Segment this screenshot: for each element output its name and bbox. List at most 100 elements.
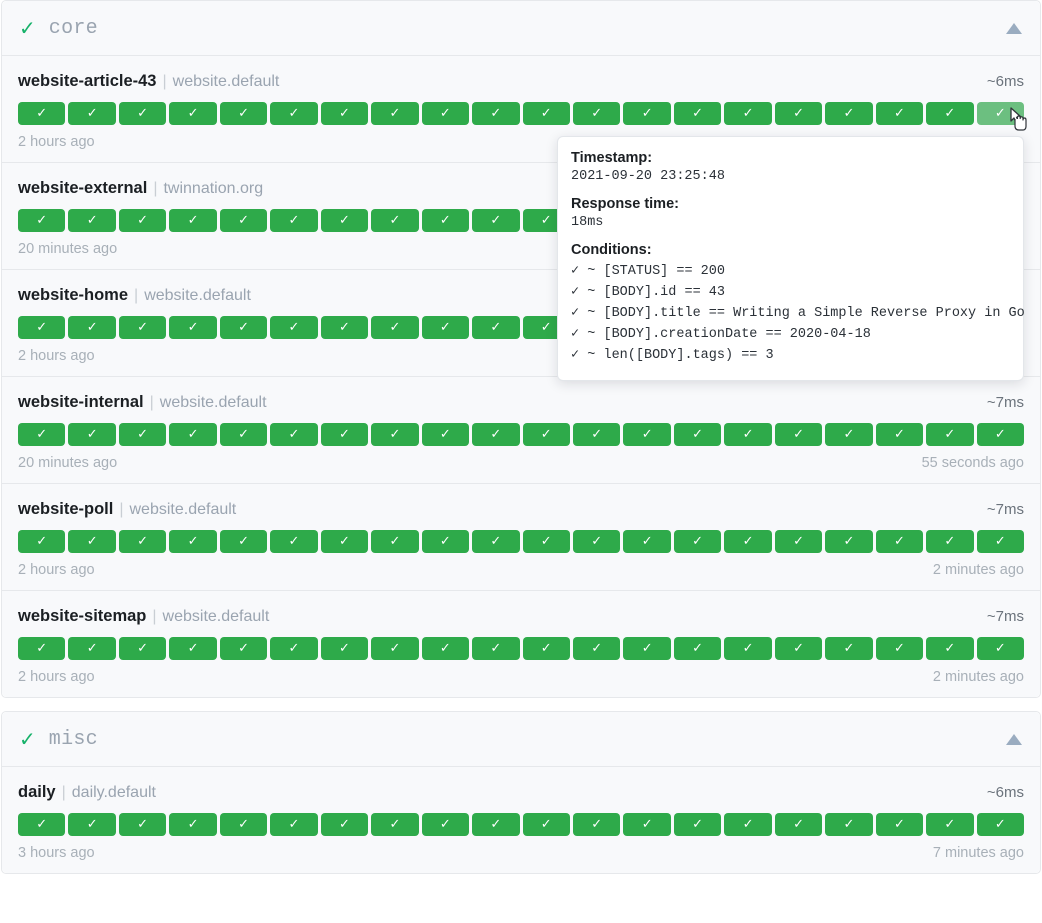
status-box[interactable]: ✓ <box>976 102 1025 125</box>
status-box[interactable]: ✓ <box>421 316 470 339</box>
status-box[interactable]: ✓ <box>18 813 66 836</box>
status-box[interactable]: ✓ <box>371 316 419 339</box>
status-box[interactable]: ✓ <box>219 637 268 660</box>
service-name[interactable]: website-article-43 <box>18 72 157 90</box>
status-box[interactable]: ✓ <box>673 530 722 553</box>
status-box[interactable]: ✓ <box>18 530 66 553</box>
service-name[interactable]: website-sitemap <box>18 607 147 625</box>
status-box[interactable]: ✓ <box>774 530 823 553</box>
status-box[interactable]: ✓ <box>270 813 318 836</box>
status-box[interactable]: ✓ <box>673 637 722 660</box>
status-box[interactable]: ✓ <box>169 637 217 660</box>
status-box[interactable]: ✓ <box>522 102 570 125</box>
status-box[interactable]: ✓ <box>320 423 369 446</box>
status-box[interactable]: ✓ <box>421 530 470 553</box>
status-box[interactable]: ✓ <box>976 813 1025 836</box>
status-box[interactable]: ✓ <box>118 530 167 553</box>
status-box[interactable]: ✓ <box>270 637 318 660</box>
status-box[interactable]: ✓ <box>472 209 520 232</box>
status-box[interactable]: ✓ <box>68 209 116 232</box>
status-box[interactable]: ✓ <box>18 102 66 125</box>
status-box[interactable]: ✓ <box>623 813 671 836</box>
status-box[interactable]: ✓ <box>825 637 873 660</box>
status-box[interactable]: ✓ <box>724 637 772 660</box>
status-box[interactable]: ✓ <box>219 530 268 553</box>
status-box[interactable]: ✓ <box>472 423 520 446</box>
status-box[interactable]: ✓ <box>169 316 217 339</box>
status-box[interactable]: ✓ <box>825 530 873 553</box>
service-name[interactable]: website-home <box>18 286 129 304</box>
status-box[interactable]: ✓ <box>623 102 671 125</box>
status-box[interactable]: ✓ <box>320 530 369 553</box>
status-box[interactable]: ✓ <box>371 637 419 660</box>
status-box[interactable]: ✓ <box>270 423 318 446</box>
status-box[interactable]: ✓ <box>169 813 217 836</box>
status-box[interactable]: ✓ <box>572 423 621 446</box>
status-box[interactable]: ✓ <box>371 813 419 836</box>
status-box[interactable]: ✓ <box>169 209 217 232</box>
status-box[interactable]: ✓ <box>421 423 470 446</box>
status-box[interactable]: ✓ <box>572 102 621 125</box>
status-box[interactable]: ✓ <box>219 316 268 339</box>
status-box[interactable]: ✓ <box>320 813 369 836</box>
status-box[interactable]: ✓ <box>522 530 570 553</box>
service-name[interactable]: website-internal <box>18 393 144 411</box>
status-box[interactable]: ✓ <box>118 209 167 232</box>
status-box[interactable]: ✓ <box>320 316 369 339</box>
status-box[interactable]: ✓ <box>875 530 924 553</box>
status-box[interactable]: ✓ <box>270 102 318 125</box>
status-box[interactable]: ✓ <box>875 102 924 125</box>
status-box[interactable]: ✓ <box>371 423 419 446</box>
status-box[interactable]: ✓ <box>472 102 520 125</box>
status-box[interactable]: ✓ <box>623 530 671 553</box>
status-box[interactable]: ✓ <box>371 530 419 553</box>
status-box[interactable]: ✓ <box>118 423 167 446</box>
group-header-core[interactable]: ✓ core <box>2 1 1040 56</box>
status-box[interactable]: ✓ <box>68 530 116 553</box>
status-box[interactable]: ✓ <box>976 637 1025 660</box>
status-box[interactable]: ✓ <box>270 530 318 553</box>
status-box[interactable]: ✓ <box>118 637 167 660</box>
status-box[interactable]: ✓ <box>18 637 66 660</box>
status-box[interactable]: ✓ <box>169 530 217 553</box>
status-box[interactable]: ✓ <box>169 423 217 446</box>
status-box[interactable]: ✓ <box>976 530 1025 553</box>
status-box[interactable]: ✓ <box>371 102 419 125</box>
status-box[interactable]: ✓ <box>774 102 823 125</box>
status-box[interactable]: ✓ <box>219 209 268 232</box>
status-box[interactable]: ✓ <box>219 102 268 125</box>
status-box[interactable]: ✓ <box>926 102 974 125</box>
status-box[interactable]: ✓ <box>825 813 873 836</box>
status-box[interactable]: ✓ <box>572 637 621 660</box>
status-box[interactable]: ✓ <box>724 102 772 125</box>
status-box[interactable]: ✓ <box>270 316 318 339</box>
status-box[interactable]: ✓ <box>472 530 520 553</box>
status-box[interactable]: ✓ <box>18 209 66 232</box>
status-box[interactable]: ✓ <box>68 423 116 446</box>
status-box[interactable]: ✓ <box>875 423 924 446</box>
status-box[interactable]: ✓ <box>68 102 116 125</box>
status-box[interactable]: ✓ <box>572 530 621 553</box>
status-box[interactable]: ✓ <box>976 423 1025 446</box>
status-box[interactable]: ✓ <box>875 637 924 660</box>
status-box[interactable]: ✓ <box>219 423 268 446</box>
group-header-misc[interactable]: ✓ misc <box>2 712 1040 767</box>
status-box[interactable]: ✓ <box>68 813 116 836</box>
status-box[interactable]: ✓ <box>875 813 924 836</box>
status-box[interactable]: ✓ <box>472 637 520 660</box>
status-box[interactable]: ✓ <box>926 423 974 446</box>
status-box[interactable]: ✓ <box>724 530 772 553</box>
service-name[interactable]: daily <box>18 783 56 801</box>
status-box[interactable]: ✓ <box>118 813 167 836</box>
status-box[interactable]: ✓ <box>421 637 470 660</box>
status-box[interactable]: ✓ <box>270 209 318 232</box>
status-box[interactable]: ✓ <box>522 423 570 446</box>
status-box[interactable]: ✓ <box>68 637 116 660</box>
status-box[interactable]: ✓ <box>421 209 470 232</box>
status-box[interactable]: ✓ <box>320 102 369 125</box>
status-box[interactable]: ✓ <box>673 813 722 836</box>
status-box[interactable]: ✓ <box>572 813 621 836</box>
service-name[interactable]: website-poll <box>18 500 114 518</box>
status-box[interactable]: ✓ <box>68 316 116 339</box>
status-box[interactable]: ✓ <box>118 102 167 125</box>
